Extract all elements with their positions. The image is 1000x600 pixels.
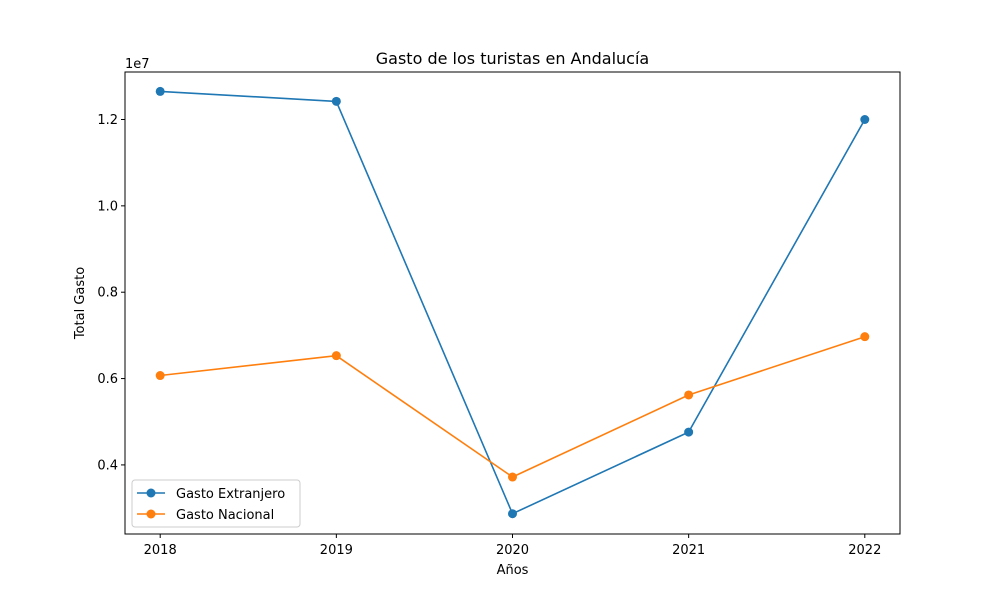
y-axis-label: Total Gasto bbox=[73, 267, 88, 340]
data-point bbox=[860, 114, 870, 124]
y-tick-label: 1.0 bbox=[97, 199, 118, 214]
x-axis-label: Años bbox=[497, 563, 529, 578]
legend-box bbox=[131, 479, 301, 528]
y-tick-label: 0.6 bbox=[97, 372, 118, 387]
y-tick-label: 0.8 bbox=[97, 286, 118, 301]
x-tick-label: 2018 bbox=[144, 543, 177, 558]
data-point bbox=[684, 427, 694, 437]
x-tick-label: 2019 bbox=[320, 543, 353, 558]
legend-marker bbox=[146, 488, 156, 498]
data-point bbox=[331, 96, 341, 106]
series-line bbox=[160, 335, 866, 478]
x-tick-label: 2022 bbox=[848, 543, 881, 558]
x-tick-label: 2021 bbox=[672, 543, 705, 558]
plot-frame bbox=[124, 71, 901, 535]
series-line bbox=[160, 90, 866, 515]
legend: Gasto Extranjero Gasto Nacional bbox=[131, 479, 301, 528]
y-tick-label: 1.2 bbox=[97, 113, 118, 128]
data-point bbox=[508, 509, 517, 519]
legend-label: Gasto Extranjero bbox=[176, 487, 285, 502]
axis-ticks: 2018 2019 2020 2021 2022 0.4 0.6 0.8 1.0 1.2 bbox=[97, 113, 881, 558]
data-point bbox=[155, 371, 165, 381]
y-offset-label: 1e7 bbox=[125, 57, 150, 72]
legend-label: Gasto Nacional bbox=[176, 508, 274, 523]
data-point bbox=[155, 86, 165, 96]
data-point bbox=[860, 332, 870, 342]
data-point bbox=[508, 472, 517, 482]
data-point bbox=[331, 351, 341, 361]
series-layer bbox=[155, 86, 870, 519]
data-point bbox=[684, 390, 694, 400]
x-tick-label: 2020 bbox=[496, 543, 529, 558]
chart-title: Gasto de los turistas en Andalucía bbox=[376, 49, 649, 68]
legend-marker bbox=[146, 509, 156, 519]
y-tick-label: 0.4 bbox=[97, 458, 118, 473]
